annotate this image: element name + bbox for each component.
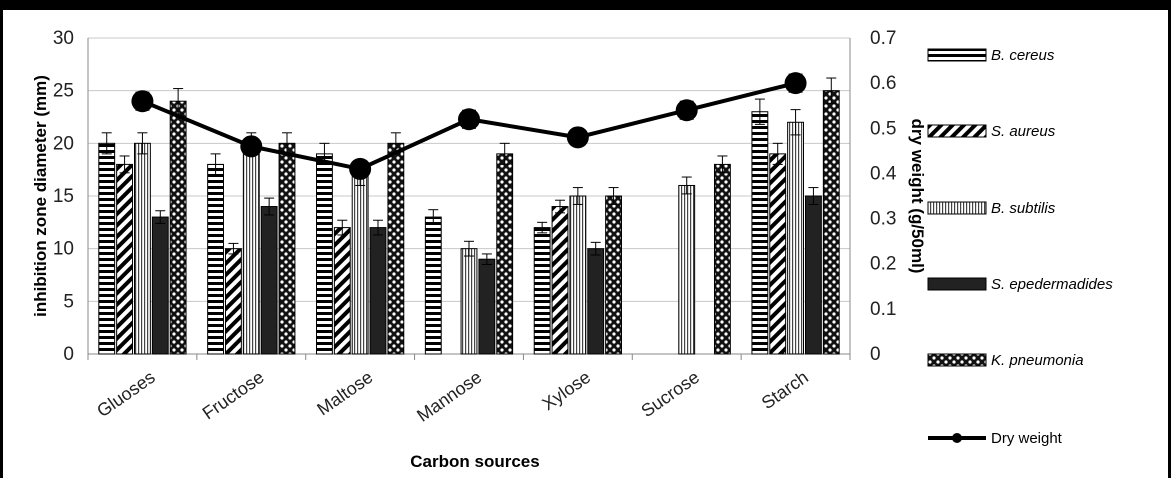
legend-label: B. cereus: [991, 47, 1055, 64]
bar: [98, 142, 116, 355]
bar: [278, 142, 296, 355]
x-axis-title: Carbon sources: [410, 452, 539, 471]
legend-swatch: [927, 353, 987, 367]
bar: [478, 258, 496, 355]
dry-weight-point: [240, 135, 263, 158]
dry-weight-point: [566, 126, 589, 149]
dry-weight-point: [131, 90, 154, 113]
legend-swatch: [927, 277, 987, 291]
bar: [134, 142, 151, 355]
bar: [787, 121, 804, 355]
legend-line-marker: [952, 433, 962, 443]
y-tick-label: 0: [63, 344, 74, 365]
bar: [424, 216, 442, 355]
bar: [551, 206, 569, 355]
y2-tick-label: 0.1: [870, 299, 896, 320]
y-tick-label: 25: [53, 81, 74, 102]
legend-swatch: [927, 201, 987, 215]
bar: [769, 153, 787, 355]
y-tick-label: 10: [53, 239, 74, 260]
bar: [496, 153, 514, 355]
category-label: Mannose: [413, 367, 485, 426]
y2-tick-label: 0.6: [870, 73, 896, 94]
dry-weight-point: [784, 72, 807, 95]
dry-weight-line: [131, 72, 807, 180]
bar: [116, 163, 134, 355]
bar: [260, 206, 278, 355]
bar: [242, 142, 260, 355]
bar: [822, 90, 840, 355]
dry-weight-point: [349, 157, 372, 180]
legend: B. cereus S. aureus B. subtilis S. epederma…: [927, 47, 1113, 447]
bar: [207, 163, 225, 355]
y-tick-label: 20: [53, 133, 74, 154]
y-axis-title: inhibition zone diameter (mm): [31, 75, 50, 317]
bars: [98, 77, 840, 355]
bar: [460, 248, 478, 355]
legend-label: K. pneumonia: [991, 352, 1084, 369]
y-tick-label: 15: [53, 186, 74, 207]
category-label: Xylose: [538, 367, 594, 414]
dry-weight-point: [458, 108, 480, 131]
bar: [533, 227, 551, 355]
bar: [751, 111, 769, 355]
legend-swatch: [927, 48, 987, 62]
bar: [333, 227, 351, 355]
y-tick-label: 5: [63, 291, 74, 312]
bar: [387, 142, 405, 355]
bar: [605, 195, 622, 355]
category-label: Fructose: [199, 367, 268, 424]
y2-tick-label: 0.2: [870, 254, 896, 275]
category-label: Gluoses: [93, 367, 159, 421]
bar: [804, 195, 822, 355]
category-label: Sucrose: [637, 367, 703, 421]
bar: [151, 216, 169, 355]
legend-label: B. subtilis: [991, 200, 1056, 217]
bar: [569, 195, 587, 355]
y2-tick-label: 0.7: [870, 28, 896, 49]
bar: [678, 184, 696, 355]
category-label: Starch: [758, 367, 812, 413]
y2-tick-label: 0.4: [870, 163, 897, 184]
bar: [169, 100, 187, 355]
bar: [225, 248, 242, 355]
bar: [713, 163, 731, 355]
y2-tick-label: 0.5: [870, 118, 896, 139]
legend-label: Dry weight: [991, 430, 1063, 447]
y2-axis-title: dry weight (g/50ml): [908, 119, 927, 274]
bar: [316, 153, 333, 355]
legend-swatch: [927, 124, 987, 138]
dry-weight-point: [675, 99, 698, 122]
legend-label: S. aureus: [991, 123, 1056, 140]
bar: [587, 248, 605, 355]
y-tick-label: 30: [53, 28, 74, 49]
bar: [351, 174, 369, 355]
y2-tick-label: 0.3: [870, 209, 896, 230]
category-label: Maltose: [313, 367, 376, 420]
bar: [369, 227, 387, 355]
legend-label: S. epedermadides: [991, 276, 1113, 293]
y2-tick-label: 0: [870, 344, 881, 365]
